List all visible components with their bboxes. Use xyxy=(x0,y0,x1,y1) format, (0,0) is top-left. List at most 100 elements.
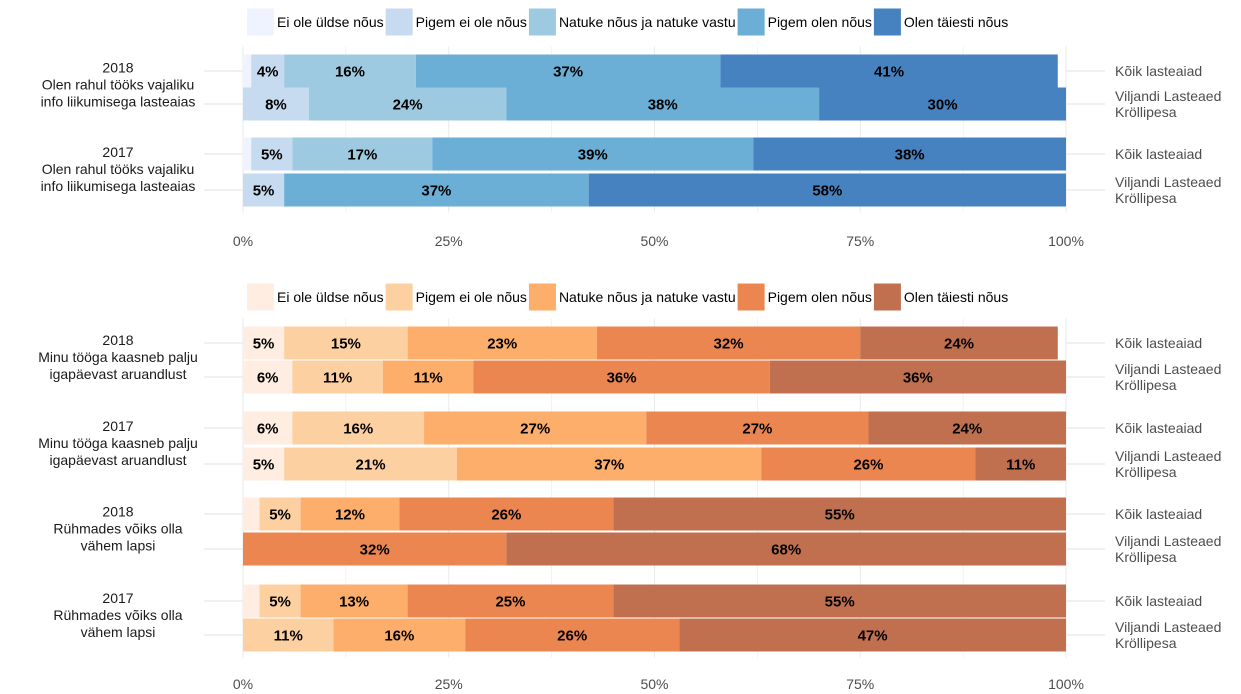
group-label: info liikumisega lasteaias xyxy=(41,178,196,194)
row-label: Kröllipesa xyxy=(1115,104,1177,120)
x-tick-label: 25% xyxy=(435,233,463,249)
bar-row: 5% 17% 39% 38% Kõik lasteaiad xyxy=(204,137,1202,171)
bar-row: 6% 11% 11% 36% 36% Viljandi LasteaedKröllipes… xyxy=(204,360,1221,394)
data-label: 24% xyxy=(944,336,974,353)
legend-item: Ei ole üldse nõus xyxy=(247,283,384,311)
row-label: Viljandi Lasteaed xyxy=(1115,448,1221,464)
bar-row: 5% 21% 37% 26% 11% Viljandi LasteaedKröllipes… xyxy=(204,447,1221,481)
bar-segment xyxy=(243,447,285,481)
data-label: 26% xyxy=(853,457,883,474)
group-label: vähem lapsi xyxy=(81,538,156,554)
bar-segment xyxy=(506,87,820,121)
group-label: 2018 xyxy=(102,504,133,520)
row-label: Kröllipesa xyxy=(1115,190,1177,206)
legend-label: Pigem ei ole nõus xyxy=(416,14,527,30)
data-label: 26% xyxy=(491,507,521,524)
legend-swatch xyxy=(737,283,765,311)
row-label: Viljandi Lasteaed xyxy=(1115,619,1221,635)
x-tick-label: 75% xyxy=(846,233,874,249)
data-label: 4% xyxy=(257,64,279,81)
group-label: Minu tööga kaasneb palju xyxy=(38,435,198,451)
bar-segment xyxy=(292,360,383,394)
legend-label: Natuke nõus ja natuke vastu xyxy=(559,289,736,305)
bar-row: 5% 13% 25% 55% Kõik lasteaiad xyxy=(204,584,1202,618)
legend-label: Ei ole üldse nõus xyxy=(277,289,384,305)
x-tick-label: 0% xyxy=(233,676,253,692)
legend-item: Ei ole üldse nõus xyxy=(247,8,384,36)
data-label: 6% xyxy=(257,370,279,387)
x-axis: 0% 25% 50% 75% 100% xyxy=(233,676,1084,692)
x-tick-label: 100% xyxy=(1048,233,1084,249)
bar-segment xyxy=(506,532,1066,566)
bar-segment xyxy=(720,54,1058,88)
bar-segment xyxy=(769,360,1066,394)
row-label: Kõik lasteaiad xyxy=(1115,420,1202,436)
bar-segment xyxy=(251,137,293,171)
legend-label: Pigem olen nõus xyxy=(768,289,872,305)
bar-segment xyxy=(300,497,400,531)
data-label: 30% xyxy=(928,97,958,114)
data-label: 5% xyxy=(253,336,275,353)
bar-segment xyxy=(761,447,976,481)
group-label: 2018 xyxy=(102,60,133,76)
bar-segment xyxy=(284,54,416,88)
row-label: Kõik lasteaiad xyxy=(1115,593,1202,609)
data-label: 11% xyxy=(274,628,303,645)
bar-segment xyxy=(613,584,1066,618)
bar-segment xyxy=(243,411,293,445)
bar-segment xyxy=(432,137,754,171)
x-tick-label: 75% xyxy=(846,676,874,692)
bar-segment xyxy=(284,173,589,207)
bar-segment xyxy=(382,360,474,394)
row-label: Kröllipesa xyxy=(1115,635,1177,651)
x-tick-label: 50% xyxy=(640,233,668,249)
data-label: 12% xyxy=(335,507,365,524)
row-label: Kõik lasteaiad xyxy=(1115,63,1202,79)
bar-segment xyxy=(679,618,1066,652)
data-label: 5% xyxy=(269,594,291,611)
bar-segment xyxy=(243,360,293,394)
group-label: 2017 xyxy=(102,144,133,160)
data-label: 16% xyxy=(343,421,373,438)
row-label: Viljandi Lasteaed xyxy=(1115,174,1221,190)
group-label: igapäevast aruandlust xyxy=(50,452,187,468)
data-label: 47% xyxy=(858,628,888,645)
data-label: 8% xyxy=(265,97,287,114)
bar-segment xyxy=(292,411,425,445)
group-label: vähem lapsi xyxy=(81,624,156,640)
data-label: 37% xyxy=(421,183,451,200)
bar-row: 6% 16% 27% 27% 24% Kõik lasteaiad xyxy=(204,411,1202,445)
data-label: 16% xyxy=(335,64,365,81)
group-label: Rühmades võiks olla xyxy=(53,521,182,537)
data-label: 11% xyxy=(1006,457,1035,474)
row-label: Kõik lasteaiad xyxy=(1115,506,1202,522)
legend-item: Olen täiesti nõus xyxy=(873,8,1008,36)
bar-segment xyxy=(407,326,597,360)
group-label: Minu tööga kaasneb palju xyxy=(38,349,198,365)
bar-segment xyxy=(868,411,1066,445)
bar-segment xyxy=(243,54,252,88)
data-label: 55% xyxy=(825,594,855,611)
legend: Ei ole üldse nõus Pigem ei ole nõus Natuke… xyxy=(247,8,1008,36)
bar-segment xyxy=(415,54,721,88)
bar-segment xyxy=(975,447,1066,481)
data-label: 32% xyxy=(714,336,744,353)
bar-segment xyxy=(243,173,285,207)
row-label: Kõik lasteaiad xyxy=(1115,146,1202,162)
legend-item: Natuke nõus ja natuke vastu xyxy=(528,8,736,36)
data-label: 5% xyxy=(261,147,283,164)
data-label: 25% xyxy=(495,594,525,611)
bar-segment xyxy=(243,137,252,171)
bar-segment xyxy=(292,137,433,171)
bar-segment xyxy=(333,618,466,652)
data-label: 16% xyxy=(384,628,414,645)
data-label: 37% xyxy=(553,64,583,81)
data-label: 5% xyxy=(253,183,275,200)
bar-row: 4% 16% 37% 41% Kõik lasteaiad xyxy=(204,54,1202,88)
